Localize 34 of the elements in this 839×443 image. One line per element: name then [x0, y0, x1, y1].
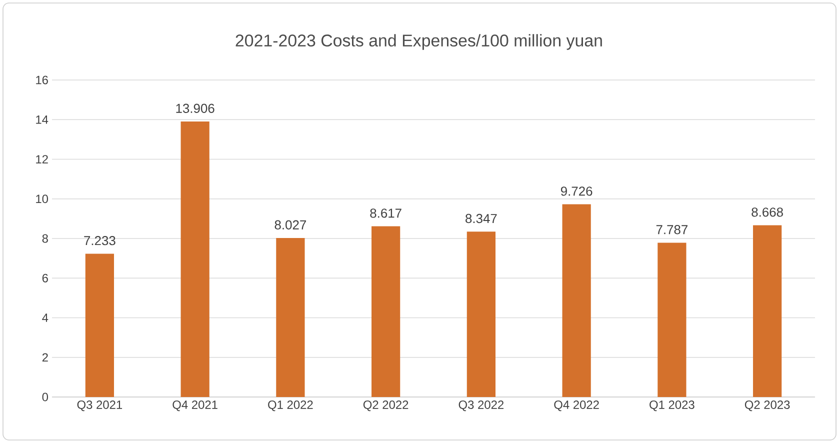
data-label: 8.027: [274, 220, 306, 230]
x-tick-label: Q2 2023: [744, 400, 790, 412]
bar: [180, 121, 210, 397]
x-tick-label: Q2 2022: [363, 400, 408, 412]
y-tick-label: 8: [42, 234, 48, 243]
data-label: 8.668: [752, 208, 783, 217]
y-tick-label: 12: [36, 155, 48, 164]
x-tick-label: Q1 2022: [268, 400, 313, 412]
bar: [372, 226, 400, 397]
bar: [753, 225, 782, 397]
bar: [658, 242, 686, 397]
y-tick-label: 2: [42, 353, 48, 362]
y-tick-label: 14: [36, 116, 48, 124]
x-tick-label: Q1 2023: [650, 400, 694, 412]
data-label: 8.347: [466, 214, 497, 224]
data-label: 13.906: [176, 104, 214, 113]
bar: [466, 232, 496, 397]
data-label: 7.787: [656, 225, 688, 234]
x-tick-label: Q3 2021: [77, 400, 122, 412]
y-tick-label: 0: [42, 392, 48, 402]
data-label: 7.233: [84, 236, 116, 246]
y-tick-label: 10: [36, 194, 48, 204]
bar: [562, 204, 591, 397]
bar: [276, 238, 305, 397]
y-tick-label: 16: [36, 76, 48, 84]
x-tick-label: Q4 2021: [172, 400, 218, 412]
y-tick-label: 6: [42, 274, 48, 282]
chart-title: 2021-2023 Costs and Expenses/100 million yuan: [236, 34, 602, 50]
data-label: 9.726: [560, 186, 592, 196]
x-tick-label: Q4 2022: [554, 400, 599, 412]
x-tick-label: Q3 2022: [458, 400, 504, 412]
bar: [85, 254, 114, 397]
data-label: 8.617: [370, 208, 402, 218]
y-tick-label: 4: [42, 314, 48, 322]
